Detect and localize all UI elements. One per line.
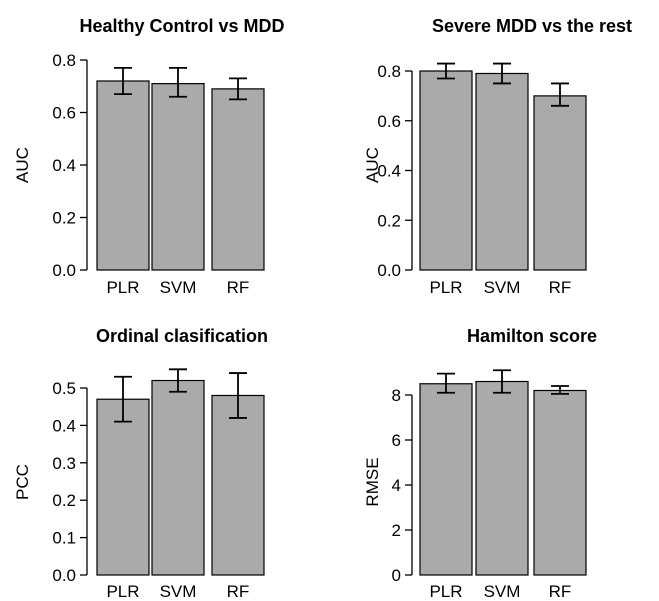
- bar-svm: [475, 380, 529, 576]
- y-tick-label: 0.6: [377, 112, 401, 131]
- category-label-rf: RF: [549, 582, 572, 601]
- chart-panel-3: Ordinal clasification PCC 0.0 0.1 0.2 0.3 0.4 0…: [13, 326, 268, 601]
- bar-svm: [475, 72, 529, 271]
- y-tick-label: 0.4: [52, 156, 76, 175]
- category-label-svm: SVM: [160, 278, 197, 297]
- category-label-plr: PLR: [429, 278, 462, 297]
- bar-plr: [419, 70, 473, 271]
- y-tick-label: 4: [392, 476, 401, 495]
- y-tick-label: 0.2: [377, 211, 401, 230]
- y-tick-label: 0.2: [52, 209, 76, 228]
- category-label-svm: SVM: [484, 278, 521, 297]
- y-tick-label: 8: [392, 386, 401, 405]
- bar-svm: [151, 83, 205, 271]
- chart-title: Severe MDD vs the rest: [432, 16, 632, 36]
- bar-rf: [211, 394, 265, 576]
- y-tick-label: 0.8: [52, 51, 76, 70]
- y-axis-label: RMSE: [363, 457, 382, 506]
- category-label-plr: PLR: [106, 278, 139, 297]
- chart-title: Hamilton score: [467, 326, 597, 346]
- category-label-plr: PLR: [429, 582, 462, 601]
- bar-rf: [211, 88, 265, 271]
- chart-title: Ordinal clasification: [96, 326, 268, 346]
- y-tick-label: 0.0: [52, 566, 76, 585]
- y-tick-label: 0.3: [52, 454, 76, 473]
- category-label-svm: SVM: [484, 582, 521, 601]
- category-label-svm: SVM: [160, 582, 197, 601]
- category-label-plr: PLR: [106, 582, 139, 601]
- y-tick-label: 0.8: [377, 62, 401, 81]
- y-tick-label: 0: [392, 566, 401, 585]
- category-label-rf: RF: [227, 582, 250, 601]
- y-tick-label: 6: [392, 431, 401, 450]
- y-tick-label: 0.5: [52, 379, 76, 398]
- chart-panel-4: Hamilton score RMSE 0 2 4 6 8 PLR SVM RF: [363, 326, 597, 601]
- category-label-rf: RF: [549, 278, 572, 297]
- y-axis-label: AUC: [13, 147, 32, 183]
- y-tick-label: 0.2: [52, 491, 76, 510]
- y-tick-label: 2: [392, 521, 401, 540]
- y-tick-label: 0.1: [52, 529, 76, 548]
- y-tick-label: 0.0: [377, 261, 401, 280]
- y-tick-label: 0.4: [377, 162, 401, 181]
- bar-rf: [533, 95, 587, 271]
- category-label-rf: RF: [227, 278, 250, 297]
- bar-rf: [533, 389, 587, 576]
- bar-plr: [96, 80, 150, 271]
- chart-panel-1: Healthy Control vs MDD AUC 0.0 0.2 0.4 0.6 0.8…: [13, 16, 285, 297]
- bar-plr: [96, 398, 150, 576]
- y-tick-label: 0.4: [52, 416, 76, 435]
- y-tick-label: 0.6: [52, 104, 76, 123]
- bar-plr: [419, 383, 473, 576]
- bar-svm: [151, 379, 205, 576]
- chart-title: Healthy Control vs MDD: [79, 16, 284, 36]
- y-tick-label: 0.0: [52, 261, 76, 280]
- chart-panel-2: Severe MDD vs the rest AUC 0.0 0.2 0.4 0.6 0.8…: [363, 16, 632, 297]
- y-axis-label: AUC: [363, 147, 382, 183]
- y-axis-label: PCC: [13, 464, 32, 500]
